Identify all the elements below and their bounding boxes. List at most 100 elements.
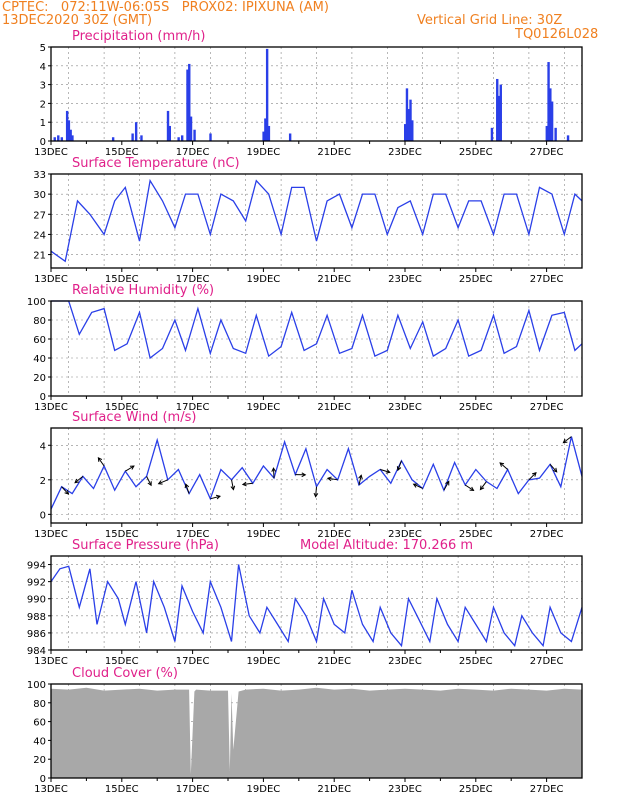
precipitation-bar <box>497 95 501 141</box>
precipitation-date-label: 23DEC <box>388 147 422 158</box>
precipitation-bar <box>499 84 502 141</box>
wind-arrow <box>125 465 135 472</box>
cloud-date-label: 15DEC <box>105 784 139 795</box>
precipitation-date-label: 15DEC <box>105 147 139 158</box>
precipitation-bar <box>411 120 414 141</box>
cloud-frame <box>50 683 583 779</box>
pressure-ytick: 988 <box>27 612 46 623</box>
wind-arrow-head <box>157 480 163 485</box>
wind-ytick: 2 <box>40 476 46 487</box>
pressure-date-label: 27DEC <box>530 656 564 667</box>
temperature-ytick: 21 <box>33 251 46 262</box>
pressure-ytick: 986 <box>27 629 46 640</box>
precipitation-bar <box>71 135 74 141</box>
pressure-frame <box>50 555 583 651</box>
wind-arrow <box>185 484 190 494</box>
temperature-date-label: 27DEC <box>530 274 564 285</box>
wind-arrow <box>146 476 152 486</box>
wind-arrow <box>97 457 105 467</box>
wind-arrow-head <box>64 490 70 495</box>
temperature-date-label: 15DEC <box>105 274 139 285</box>
precipitation-date-label: 19DEC <box>247 147 281 158</box>
precipitation-bar <box>111 137 115 141</box>
precipitation-date-label: 13DEC <box>34 147 68 158</box>
temperature-line <box>50 178 583 263</box>
precipitation-bar <box>57 135 60 141</box>
wind-arrow-head <box>313 492 319 498</box>
wind-arrow <box>242 482 253 485</box>
precipitation-bar <box>545 125 548 141</box>
pressure-date-label: 25DEC <box>459 656 493 667</box>
precipitation-bar <box>265 48 269 141</box>
wind-arrow-head <box>215 494 221 500</box>
precipitation-ytick: 4 <box>40 62 46 73</box>
wind-arrow <box>315 486 317 497</box>
precipitation-bar <box>177 137 180 141</box>
precipitation-bar <box>69 129 72 141</box>
precipitation-ytick: 3 <box>40 81 46 92</box>
humidity-ytick: 60 <box>33 335 46 346</box>
wind-date-label: 17DEC <box>176 529 210 540</box>
precipitation-bar <box>131 133 134 141</box>
cloud-date-label: 19DEC <box>247 784 281 795</box>
pressure-date-label: 23DEC <box>388 656 422 667</box>
wind-arrow-head <box>445 480 450 486</box>
wind-arrow-head <box>479 485 485 491</box>
precipitation-bar <box>549 88 552 141</box>
humidity-date-label: 19DEC <box>247 402 281 413</box>
precipitation-bar <box>60 137 64 141</box>
precipitation-bar <box>496 78 499 141</box>
precipitation-bar <box>189 116 193 141</box>
wind-date-label: 21DEC <box>317 529 351 540</box>
cloud-date-label: 13DEC <box>34 784 68 795</box>
precipitation-bar <box>209 133 212 141</box>
precipitation-bar <box>65 110 69 141</box>
precipitation-ytick: 2 <box>40 99 46 110</box>
temperature-ytick: 33 <box>33 170 46 181</box>
precipitation-bar <box>407 109 410 141</box>
cloud-ytick: 40 <box>33 736 46 747</box>
wind-date-label: 15DEC <box>105 529 139 540</box>
precipitation-date-label: 25DEC <box>459 147 493 158</box>
humidity-ytick: 20 <box>33 373 46 384</box>
wind-frame <box>50 427 583 524</box>
humidity-ytick: 40 <box>33 354 46 365</box>
wind-arrow <box>210 495 221 500</box>
wind-arrow-head <box>358 474 363 480</box>
wind-arrow-head <box>147 481 152 487</box>
wind-arrow-head <box>230 485 236 491</box>
wind-title: Surface Wind (m/s) <box>72 410 196 425</box>
precipitation-date-label: 21DEC <box>317 147 351 158</box>
wind-date-label: 19DEC <box>247 529 281 540</box>
wind-arrow <box>74 475 84 484</box>
wind-arrow-head <box>469 486 475 492</box>
wind-arrow-head <box>301 472 307 478</box>
wind-arrow <box>272 468 275 479</box>
wind-date-label: 23DEC <box>388 529 422 540</box>
precipitation-bar <box>566 135 570 141</box>
humidity-title: Relative Humidity (%) <box>72 283 214 298</box>
cloud-date-label: 25DEC <box>459 784 493 795</box>
temperature-title: Surface Temperature (nC) <box>72 156 240 171</box>
humidity-date-label: 23DEC <box>388 402 422 413</box>
humidity-date-label: 25DEC <box>459 402 493 413</box>
precipitation-bar <box>264 118 267 141</box>
wind-date-label: 25DEC <box>459 529 493 540</box>
precipitation-bar <box>186 69 189 141</box>
precipitation-bar <box>180 135 184 141</box>
wind-arrow-head <box>562 438 568 444</box>
temperature-date-label: 25DEC <box>459 274 493 285</box>
humidity-date-label: 21DEC <box>317 402 351 413</box>
wind-arrow <box>480 481 487 490</box>
precipitation-bar <box>409 99 412 141</box>
wind-arrow-head <box>396 466 402 472</box>
precipitation-bar <box>193 129 196 141</box>
precipitation-bar <box>404 124 407 141</box>
precipitation-bar <box>166 110 170 141</box>
precipitation-ytick: 5 <box>40 43 46 54</box>
precipitation-bar <box>140 135 143 141</box>
wind-arrow-head <box>326 476 332 482</box>
wind-arrow-head <box>531 472 537 477</box>
precipitation-bar <box>188 63 191 141</box>
